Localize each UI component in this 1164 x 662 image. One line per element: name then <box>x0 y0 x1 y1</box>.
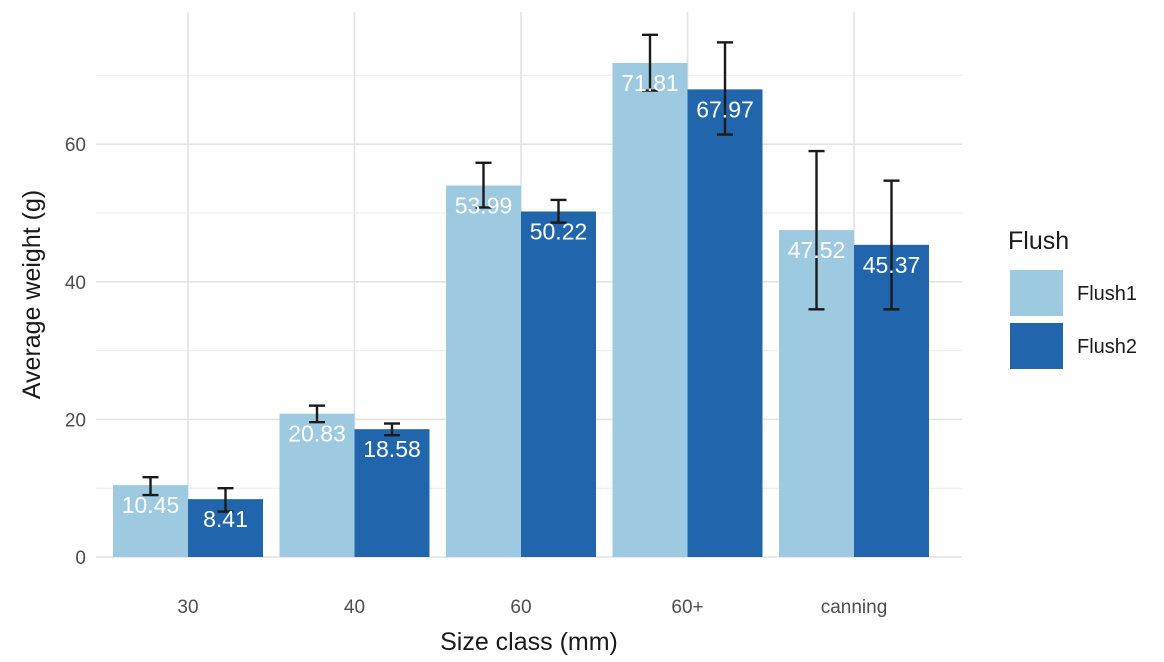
x-tick-label: canning <box>821 597 888 618</box>
bar-value-label: 67.97 <box>696 96 754 122</box>
bar-flush2-60 <box>521 211 596 557</box>
bar-value-label: 10.45 <box>122 492 180 518</box>
bar-value-label: 71.81 <box>621 70 679 96</box>
y-tick-label: 40 <box>65 273 86 294</box>
legend-swatch-flush1 <box>1010 270 1063 316</box>
bar-flush2-60+ <box>688 89 763 557</box>
bar-value-label: 8.41 <box>203 506 248 532</box>
legend-label-flush2: Flush2 <box>1077 336 1137 358</box>
bar-flush1-60+ <box>613 63 688 557</box>
bar-value-label: 20.83 <box>288 421 346 447</box>
legend-swatch-flush2 <box>1010 323 1063 369</box>
x-tick-label: 60 <box>510 597 531 618</box>
y-tick-label: 0 <box>75 548 86 569</box>
x-tick-label: 40 <box>344 597 365 618</box>
x-tick-label: 60+ <box>671 597 703 618</box>
y-tick-label: 20 <box>65 410 86 431</box>
bar-value-label: 45.37 <box>863 252 921 278</box>
bar-value-label: 47.52 <box>788 237 846 263</box>
bar-value-label: 53.99 <box>455 193 513 219</box>
y-tick-label: 60 <box>65 135 86 156</box>
bar-flush1-60 <box>446 186 521 557</box>
legend: Flush Flush1 Flush2 <box>1008 227 1137 369</box>
x-tick-label: 30 <box>177 597 198 618</box>
legend-label-flush1: Flush1 <box>1077 283 1137 305</box>
y-axis-title: Average weight (g) <box>18 190 46 399</box>
x-axis-title: Size class (mm) <box>440 628 618 656</box>
legend-title: Flush <box>1008 227 1069 255</box>
bar-value-label: 50.22 <box>530 218 588 244</box>
bar-value-label: 18.58 <box>363 436 421 462</box>
